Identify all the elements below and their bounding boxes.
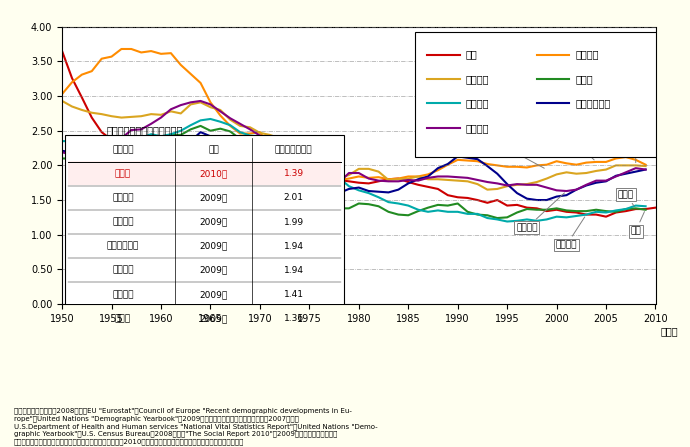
Text: 日　本: 日 本 — [115, 169, 131, 178]
Text: 年次: 年次 — [208, 145, 219, 154]
Text: イギリス: イギリス — [516, 193, 564, 232]
Text: イギリス: イギリス — [466, 122, 489, 133]
Text: 資料：ヨーロッパは、2008年までEU "Eurostat"、Council of Europe "Recent demographic development: 資料：ヨーロッパは、2008年までEU "Eurostat"、Council o… — [14, 408, 377, 445]
Text: 2009年: 2009年 — [199, 266, 228, 275]
Text: 2009年: 2009年 — [199, 218, 228, 227]
FancyBboxPatch shape — [68, 161, 341, 186]
Text: 2009年: 2009年 — [199, 242, 228, 251]
Text: 1.94: 1.94 — [284, 266, 304, 275]
Text: イタリア: イタリア — [555, 217, 584, 249]
Text: 1.36: 1.36 — [284, 314, 304, 323]
Text: 2009年: 2009年 — [199, 290, 228, 299]
Text: フランス: フランス — [625, 128, 647, 163]
Text: （年）: （年） — [660, 326, 678, 336]
FancyBboxPatch shape — [415, 32, 656, 157]
Text: スウェーデン: スウェーデン — [575, 98, 611, 108]
Text: アメリカ: アメリカ — [575, 50, 599, 59]
Text: ドイツ: ドイツ — [115, 314, 131, 323]
Text: スウェーデン: スウェーデン — [462, 128, 544, 168]
Text: 1.39: 1.39 — [284, 169, 304, 178]
Text: イギリス: イギリス — [112, 266, 134, 275]
Text: 2010年: 2010年 — [199, 169, 228, 178]
Text: ドイツ: ドイツ — [575, 74, 593, 84]
Text: 日本: 日本 — [631, 211, 644, 236]
Text: フランス: フランス — [112, 218, 134, 227]
Text: 2009年: 2009年 — [199, 194, 228, 202]
Text: アメリカ: アメリカ — [112, 194, 134, 202]
Text: イタリア: イタリア — [466, 98, 489, 108]
Text: フランス: フランス — [466, 74, 489, 84]
Text: 2009年: 2009年 — [199, 314, 228, 323]
Text: 合計特殊出生率: 合計特殊出生率 — [275, 145, 313, 154]
Text: 1.41: 1.41 — [284, 290, 304, 299]
Text: 国・地域: 国・地域 — [112, 145, 134, 154]
Text: 合計特殊出生率（最新年次）: 合計特殊出生率（最新年次） — [107, 125, 184, 135]
Text: ドイツ: ドイツ — [618, 190, 634, 206]
Text: 日本: 日本 — [466, 50, 477, 59]
Text: 1.99: 1.99 — [284, 218, 304, 227]
Text: イタリア: イタリア — [112, 290, 134, 299]
Text: スウェーデン: スウェーデン — [107, 242, 139, 251]
FancyBboxPatch shape — [65, 135, 344, 333]
Text: 1.94: 1.94 — [284, 242, 304, 251]
Text: アメリカ: アメリカ — [555, 128, 594, 160]
Text: 2.01: 2.01 — [284, 194, 304, 202]
